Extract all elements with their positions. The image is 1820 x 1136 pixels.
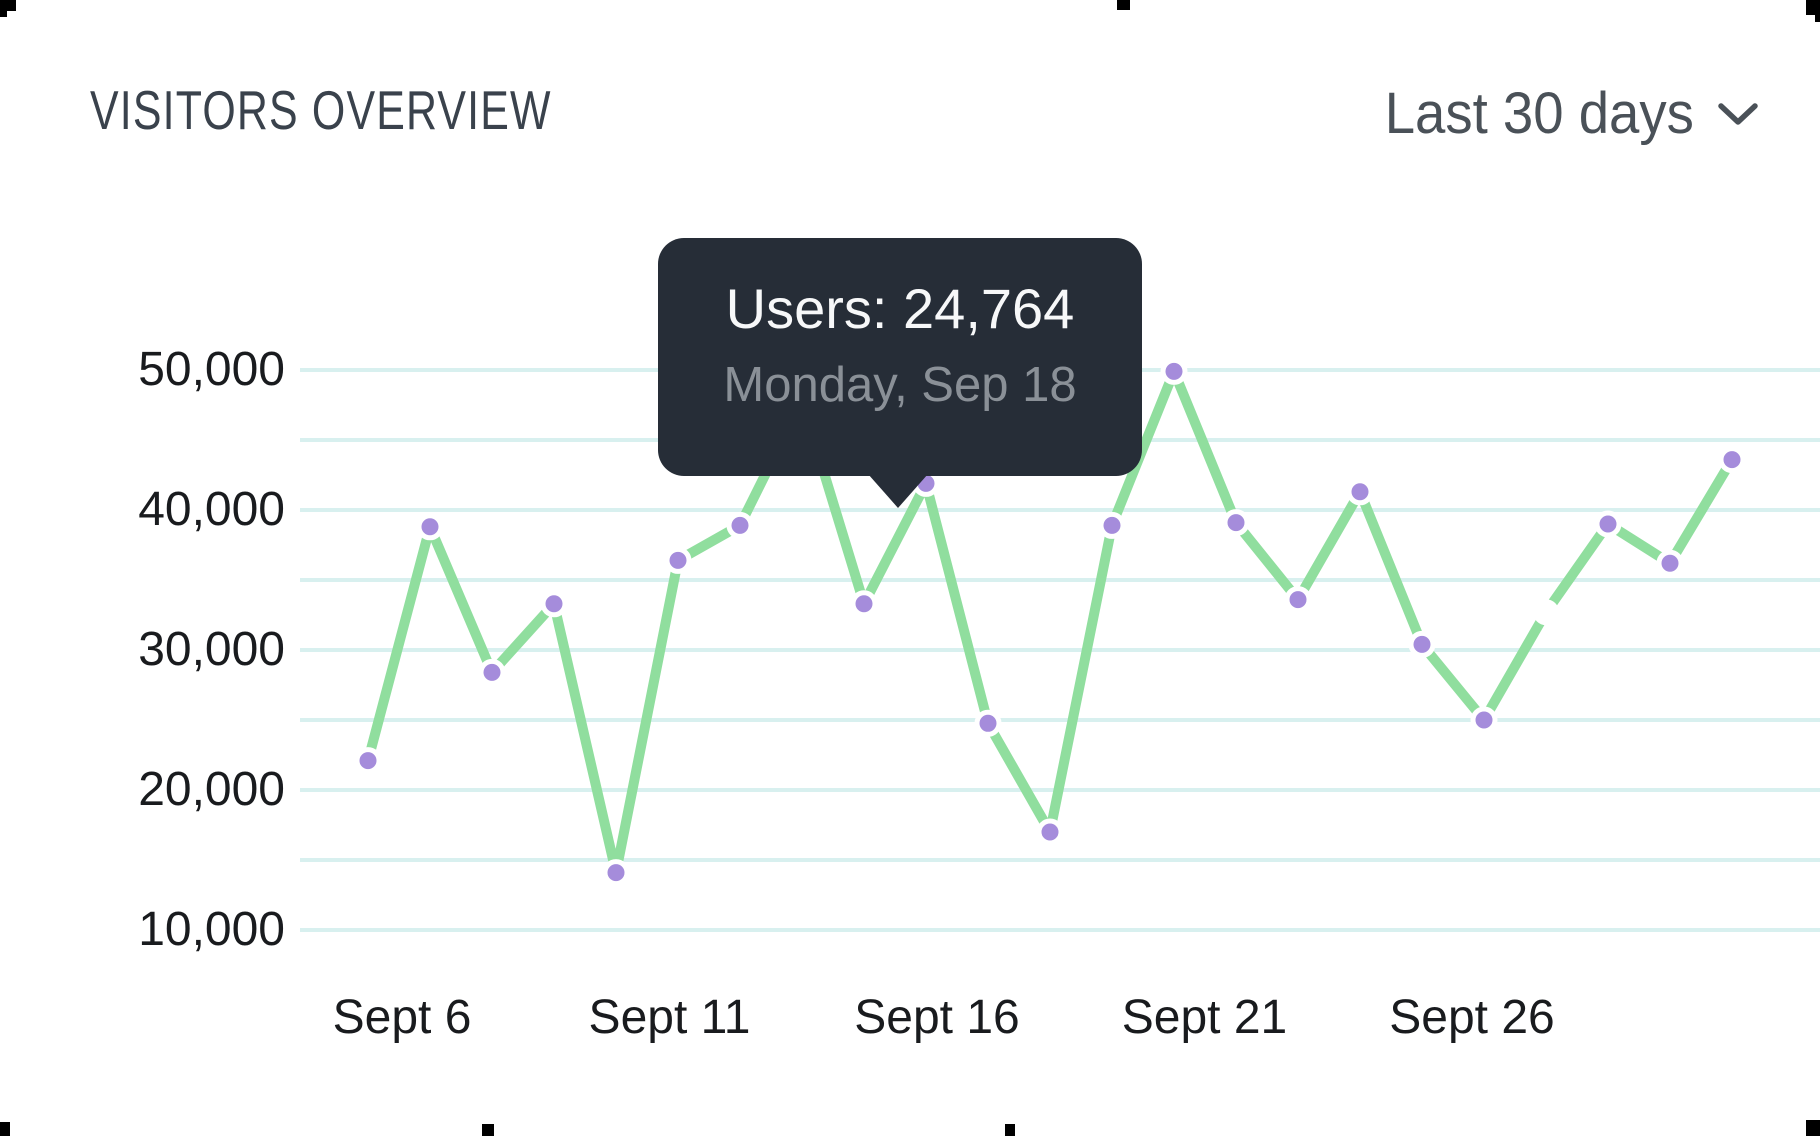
tooltip-users-value: Users: 24,764 <box>725 277 1075 340</box>
crop-mark <box>0 0 16 11</box>
y-tick-label: 20,000 <box>138 763 285 816</box>
crop-mark <box>1806 1120 1820 1136</box>
data-point[interactable] <box>1222 509 1250 537</box>
data-point[interactable] <box>1098 511 1126 539</box>
y-tick-label: 10,000 <box>138 903 285 956</box>
data-point[interactable] <box>1470 706 1498 734</box>
chevron-down-icon <box>1718 102 1758 126</box>
data-point[interactable] <box>1594 510 1622 538</box>
chart-tooltip: Users: 24,764 Monday, Sep 18 <box>658 238 1142 508</box>
page-title: VISITORS OVERVIEW <box>90 79 552 141</box>
crop-mark <box>1815 15 1820 22</box>
y-tick-label: 50,000 <box>138 343 285 396</box>
crop-mark <box>1806 0 1820 15</box>
data-point[interactable] <box>664 546 692 574</box>
data-point[interactable] <box>478 658 506 686</box>
x-tick-label: Sept 6 <box>332 991 472 1044</box>
x-tick-label: Sept 21 <box>1121 991 1288 1044</box>
y-tick-label: 30,000 <box>138 623 285 676</box>
data-point[interactable] <box>850 590 878 618</box>
x-tick-label: Sept 11 <box>588 991 751 1044</box>
crop-mark <box>482 1124 494 1136</box>
x-tick-label: Sept 16 <box>854 991 1020 1044</box>
data-point[interactable] <box>974 709 1002 737</box>
data-point[interactable] <box>1284 586 1312 614</box>
x-tick-label: Sept 26 <box>1389 991 1555 1044</box>
crop-mark <box>0 1122 10 1136</box>
data-point[interactable] <box>602 859 630 887</box>
data-point[interactable] <box>1346 478 1374 506</box>
crop-mark <box>1005 1124 1015 1136</box>
data-point[interactable] <box>1036 818 1064 846</box>
tooltip-date: Monday, Sep 18 <box>723 358 1077 412</box>
y-tick-label: 40,000 <box>138 483 285 536</box>
date-range-selector[interactable]: Last 30 days <box>1365 80 1758 147</box>
crop-mark <box>0 11 7 17</box>
date-range-label: Last 30 days <box>1384 81 1694 146</box>
data-point[interactable] <box>1718 446 1746 474</box>
data-point[interactable] <box>354 747 382 775</box>
crop-mark <box>1117 0 1130 10</box>
data-point[interactable] <box>726 511 754 539</box>
data-point[interactable] <box>1656 549 1684 577</box>
tooltip-arrow <box>868 474 928 508</box>
data-point-gap <box>1533 599 1559 626</box>
data-point[interactable] <box>1408 630 1436 658</box>
data-point[interactable] <box>540 590 568 618</box>
data-point[interactable] <box>416 513 444 541</box>
data-point[interactable] <box>1160 357 1188 385</box>
